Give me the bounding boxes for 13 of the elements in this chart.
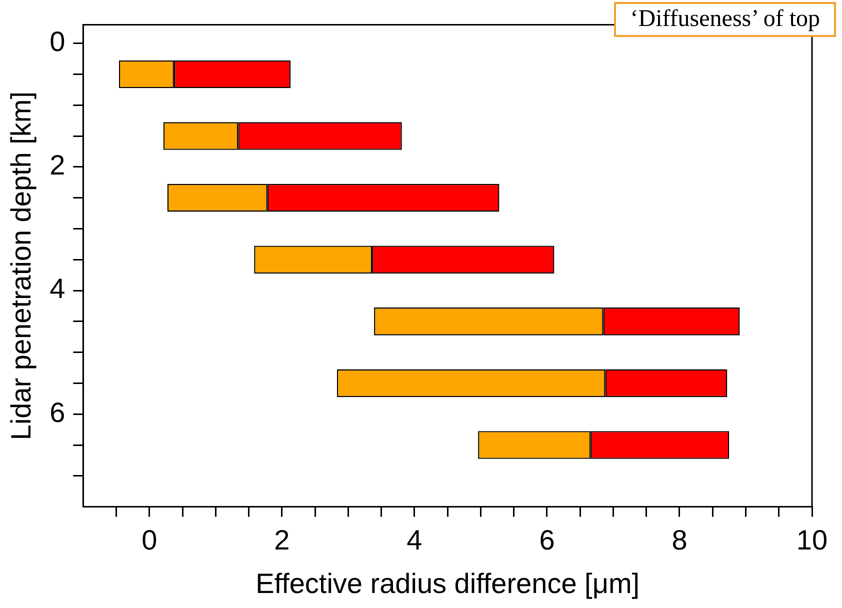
x-tick-label: 0 xyxy=(142,524,158,556)
x-tick-label: 6 xyxy=(539,524,555,556)
x-tick-label: 8 xyxy=(672,524,688,556)
y-tick-label: 4 xyxy=(50,273,66,304)
x-axis-title: Effective radius difference [μm] xyxy=(256,568,640,599)
y-tick-label: 2 xyxy=(50,150,66,181)
x-tick-label: 4 xyxy=(406,524,422,556)
x-tick-label: 10 xyxy=(796,524,828,556)
x-tick-label: 2 xyxy=(274,524,290,556)
y-tick-label: 6 xyxy=(50,396,66,428)
y-axis-title: Lidar penetration depth [km] xyxy=(6,91,37,440)
y-tick-label: 0 xyxy=(50,26,66,58)
annotation: ‘Diffuseness’ of top xyxy=(614,2,836,37)
